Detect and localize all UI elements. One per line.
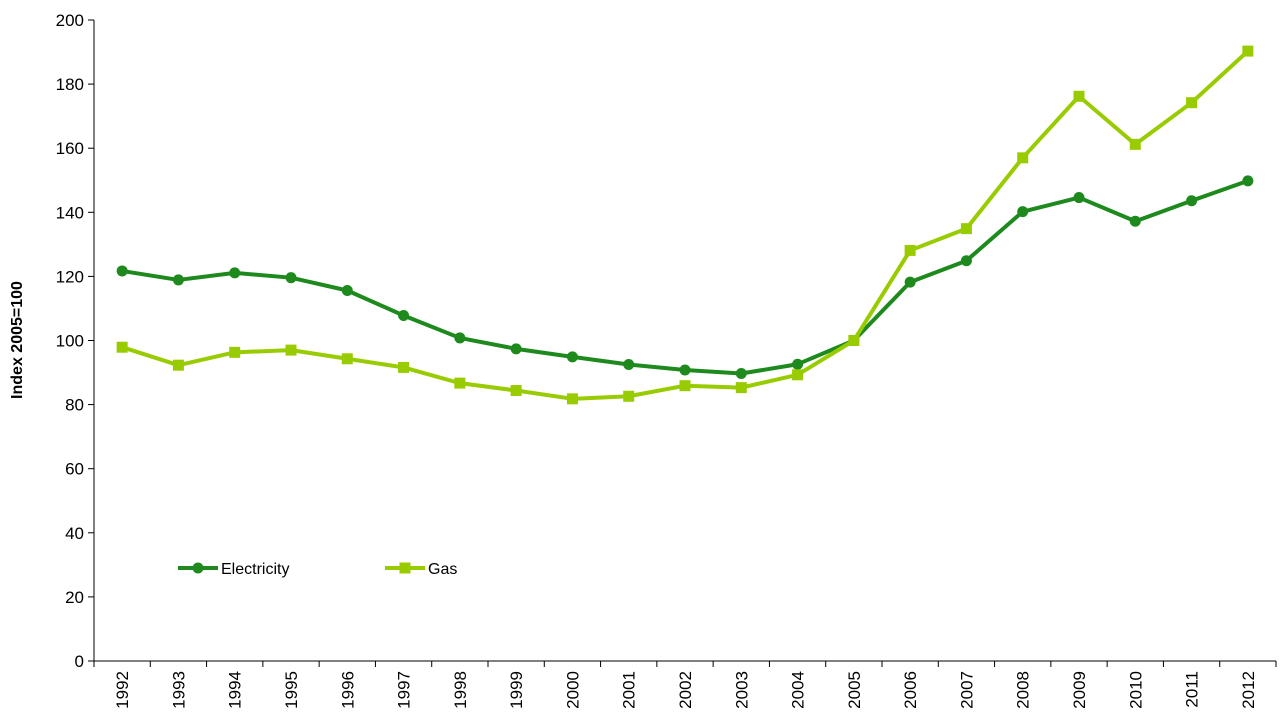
data-point xyxy=(116,341,128,353)
x-tick-label: 2002 xyxy=(676,671,695,709)
data-point xyxy=(341,285,353,297)
data-point xyxy=(735,382,747,394)
x-tick-label: 2007 xyxy=(957,671,976,709)
data-point xyxy=(1073,192,1085,204)
y-tick-label: 160 xyxy=(56,139,84,158)
x-tick-label: 2012 xyxy=(1239,671,1258,709)
data-point xyxy=(904,244,916,256)
x-tick-label: 2003 xyxy=(732,671,751,709)
data-point xyxy=(566,351,578,363)
data-point xyxy=(1017,206,1029,218)
y-ticks: 0 20 40 60 80 100 120 140 160 180 200 xyxy=(56,11,94,671)
data-point xyxy=(792,358,804,370)
x-tick-label: 2000 xyxy=(563,671,582,709)
data-point xyxy=(960,223,972,235)
data-point xyxy=(398,361,410,373)
data-point xyxy=(454,377,466,389)
data-point xyxy=(172,274,184,286)
y-tick-label: 120 xyxy=(56,267,84,286)
data-point xyxy=(229,346,241,358)
data-point xyxy=(1242,175,1254,187)
data-point xyxy=(1129,215,1141,227)
data-point xyxy=(510,343,522,355)
data-point xyxy=(1186,97,1198,109)
y-tick-label: 200 xyxy=(56,11,84,30)
legend-marker xyxy=(399,562,411,574)
data-point xyxy=(1129,138,1141,150)
x-tick-label: 1994 xyxy=(226,671,245,709)
data-point xyxy=(285,272,297,284)
x-tick-label: 2005 xyxy=(845,671,864,709)
data-point xyxy=(904,276,916,288)
series-layer xyxy=(116,45,1254,405)
x-tick-label: 2006 xyxy=(901,671,920,709)
data-point xyxy=(735,368,747,380)
data-point xyxy=(1073,90,1085,102)
legend-marker xyxy=(192,562,204,574)
x-tick-label: 2009 xyxy=(1070,671,1089,709)
data-point xyxy=(1242,45,1254,57)
x-tick-label: 2011 xyxy=(1183,671,1202,708)
data-point xyxy=(792,369,804,381)
data-point xyxy=(1186,195,1198,207)
x-tick-label: 1992 xyxy=(113,671,132,709)
x-tick-label: 1993 xyxy=(169,671,188,709)
data-point xyxy=(454,332,466,344)
data-point xyxy=(679,380,691,392)
x-tick-label: 1996 xyxy=(338,671,357,709)
x-ticks: 1992 1993 1994 1995 1996 1997 1998 1999 2000 2001… xyxy=(93,661,1277,709)
data-point xyxy=(285,344,297,356)
y-tick-label: 180 xyxy=(56,75,84,94)
y-tick-label: 140 xyxy=(56,203,84,222)
data-point xyxy=(623,359,635,371)
x-tick-label: 2001 xyxy=(620,671,639,709)
data-point xyxy=(398,310,410,322)
x-tick-label: 1999 xyxy=(507,671,526,709)
legend-item-electricity: Electricity xyxy=(178,561,289,578)
y-axis-title: Index 2005=100 xyxy=(9,281,26,399)
x-tick-label: 1995 xyxy=(282,671,301,709)
legend: Electricity Gas xyxy=(178,561,457,578)
data-point xyxy=(960,255,972,267)
x-tick-label: 2010 xyxy=(1126,671,1145,709)
data-point xyxy=(623,390,635,402)
legend-label: Gas xyxy=(428,561,457,578)
y-tick-label: 80 xyxy=(65,396,84,415)
data-point xyxy=(848,335,860,346)
data-point xyxy=(510,384,522,396)
x-tick-label: 2004 xyxy=(789,671,808,709)
data-point xyxy=(1017,152,1029,164)
y-tick-label: 100 xyxy=(56,332,84,351)
legend-label: Electricity xyxy=(221,561,289,578)
legend-item-gas: Gas xyxy=(385,561,457,578)
data-point xyxy=(116,265,128,277)
x-tick-label: 2008 xyxy=(1014,671,1033,709)
y-tick-label: 0 xyxy=(75,652,84,671)
data-point xyxy=(229,267,241,279)
y-tick-label: 20 xyxy=(65,588,84,607)
y-tick-label: 60 xyxy=(65,460,84,479)
x-tick-label: 1997 xyxy=(395,671,414,709)
x-tick-label: 1998 xyxy=(451,671,470,709)
data-point xyxy=(566,393,578,405)
y-tick-label: 40 xyxy=(65,524,84,543)
data-point xyxy=(172,359,184,371)
data-point xyxy=(341,353,353,365)
data-point xyxy=(679,364,691,376)
series-gas xyxy=(116,45,1254,405)
series-electricity xyxy=(116,175,1254,380)
